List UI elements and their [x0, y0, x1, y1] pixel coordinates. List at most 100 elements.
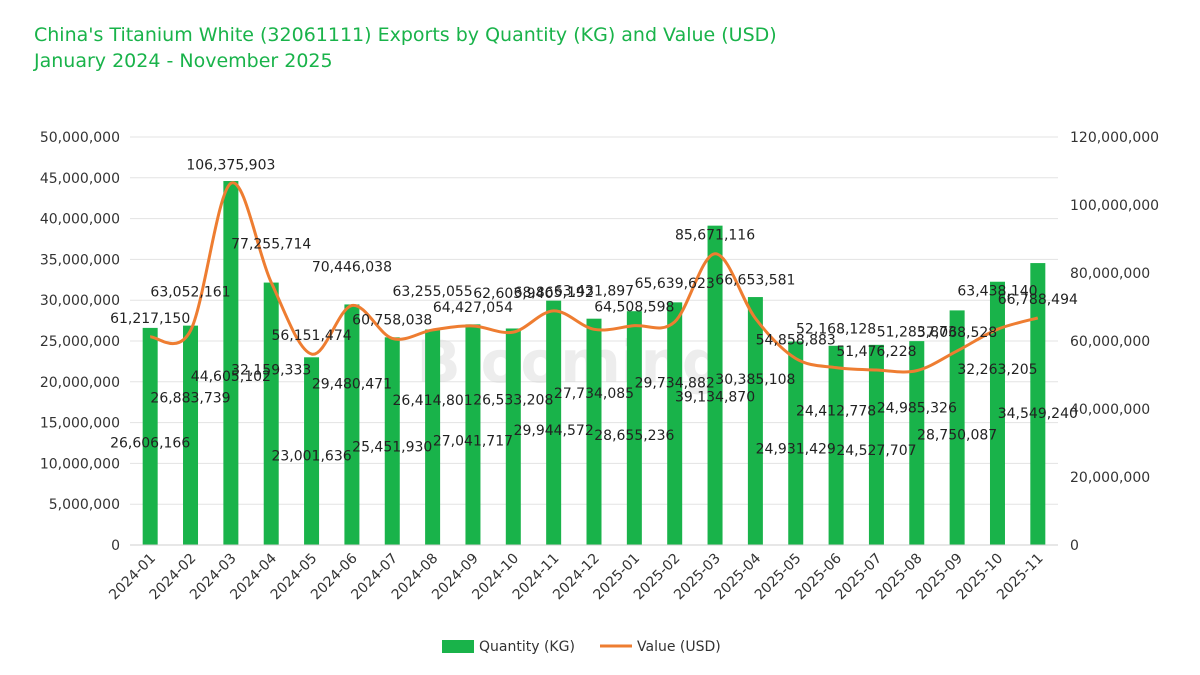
value-data-label: 51,476,228	[836, 344, 916, 360]
value-data-label: 57,068,528	[917, 325, 997, 341]
quantity-bar	[707, 225, 723, 545]
y-right-tick-label: 100,000,000	[1070, 198, 1159, 214]
y-left-tick-label: 25,000,000	[40, 334, 120, 350]
quantity-bar	[586, 318, 602, 545]
quantity-data-label: 24,412,778	[796, 404, 876, 420]
value-data-label: 68,865,192	[514, 285, 594, 301]
y-left-tick-label: 0	[111, 538, 120, 554]
value-data-label: 85,671,116	[675, 228, 755, 244]
quantity-data-label: 24,985,326	[877, 400, 957, 416]
quantity-data-label: 25,451,930	[352, 440, 432, 456]
quantity-bar	[505, 328, 521, 545]
y-right-tick-label: 60,000,000	[1070, 334, 1150, 350]
y-left-tick-label: 45,000,000	[40, 171, 120, 187]
y-left-tick-label: 5,000,000	[49, 497, 120, 513]
quantity-data-label: 23,001,636	[271, 449, 351, 465]
quantity-data-label: 24,527,707	[836, 443, 916, 459]
y-left-tick-label: 15,000,000	[40, 416, 120, 432]
quantity-bar	[788, 341, 804, 545]
quantity-bar	[425, 329, 441, 545]
quantity-bar	[747, 297, 763, 545]
value-data-label: 56,151,474	[271, 328, 351, 344]
value-data-label: 63,255,055	[393, 284, 473, 300]
quantity-data-label: 24,931,429	[756, 441, 836, 457]
quantity-data-label: 28,750,087	[917, 427, 997, 443]
quantity-data-label: 32,159,333	[231, 362, 311, 378]
value-data-label: 60,758,038	[352, 312, 432, 328]
value-data-label: 66,788,494	[998, 292, 1078, 308]
value-data-label: 65,639,623	[635, 276, 715, 292]
quantity-bar	[142, 327, 158, 545]
value-data-label: 64,427,054	[433, 300, 513, 316]
quantity-data-label: 27,734,085	[554, 386, 634, 402]
value-data-label: 63,052,161	[150, 285, 230, 301]
value-data-label: 77,255,714	[231, 236, 311, 252]
y-right-tick-label: 0	[1070, 538, 1079, 554]
legend: Quantity (KG) Value (USD)	[442, 639, 721, 655]
legend-value-label: Value (USD)	[637, 639, 721, 655]
quantity-bar	[667, 302, 683, 545]
quantity-bar	[868, 344, 884, 545]
quantity-data-label: 30,385,108	[715, 372, 795, 388]
y-left-tick-label: 40,000,000	[40, 212, 120, 228]
quantity-data-label: 29,734,882	[635, 375, 715, 391]
y-left-tick-label: 35,000,000	[40, 252, 120, 268]
value-data-labels: 61,217,150 63,052,161 106,375,903 77,255,71…	[110, 157, 1078, 360]
quantity-bar	[989, 281, 1005, 545]
value-data-label: 54,858,883	[756, 332, 836, 348]
value-line	[149, 181, 1039, 374]
y-left-tick-label: 30,000,000	[40, 293, 120, 309]
quantity-bar	[223, 181, 239, 545]
value-series-line	[149, 181, 1039, 374]
quantity-data-label: 44,605,102	[191, 369, 271, 385]
y-right-tick-label: 80,000,000	[1070, 266, 1150, 282]
quantity-data-label: 34,549,240	[998, 406, 1078, 422]
quantity-bar	[949, 310, 965, 545]
quantity-bars	[142, 181, 1046, 545]
y-left-tick-label: 20,000,000	[40, 375, 120, 391]
quantity-bar	[263, 282, 279, 545]
value-data-label: 62,603,940	[473, 286, 553, 302]
quantity-bar	[384, 337, 400, 545]
legend-quantity-swatch	[442, 640, 474, 653]
quantity-bar	[546, 300, 562, 545]
quantity-data-label: 29,480,471	[312, 377, 392, 393]
quantity-bar	[183, 325, 199, 545]
quantity-data-label: 26,883,739	[150, 390, 230, 406]
quantity-bar	[465, 324, 481, 545]
quantity-bar	[344, 304, 360, 545]
quantity-bar	[626, 311, 642, 545]
value-data-label: 63,431,897	[554, 283, 634, 299]
quantity-data-label: 39,134,870	[675, 389, 755, 405]
y-right-tick-label: 20,000,000	[1070, 470, 1150, 486]
value-data-label: 106,375,903	[186, 157, 275, 173]
quantity-data-label: 26,533,208	[473, 392, 553, 408]
value-data-label: 51,283,873	[877, 325, 957, 341]
quantity-data-label: 27,041,717	[433, 434, 513, 450]
quantity-data-label: 28,655,236	[594, 428, 674, 444]
quantity-data-label: 26,606,166	[110, 435, 190, 451]
value-data-label: 70,446,038	[312, 259, 392, 275]
quantity-bar	[1030, 263, 1046, 545]
value-data-label: 61,217,150	[110, 311, 190, 327]
quantity-data-labels: 26,606,166 26,883,739 44,605,10232,159,333…	[110, 362, 1078, 465]
quantity-bar	[828, 345, 844, 545]
value-data-label: 63,438,140	[957, 283, 1037, 299]
quantity-bar	[909, 341, 925, 545]
y-right-tick-label: 120,000,000	[1070, 130, 1159, 146]
value-data-label: 64,508,598	[594, 300, 674, 316]
quantity-data-label: 32,263,205	[957, 362, 1037, 378]
legend-quantity-label: Quantity (KG)	[479, 639, 575, 655]
chart-title: China's Titanium White (32061111) Export…	[34, 24, 777, 46]
value-data-label: 66,653,581	[715, 272, 795, 288]
value-data-label: 52,168,128	[796, 322, 876, 338]
quantity-data-label: 29,944,572	[514, 423, 594, 439]
y-left-tick-label: 10,000,000	[40, 456, 120, 472]
y-right-tick-label: 40,000,000	[1070, 402, 1150, 418]
quantity-data-label: 26,414,801	[393, 393, 473, 409]
chart-subtitle: January 2024 - November 2025	[34, 50, 333, 72]
y-left-tick-label: 50,000,000	[40, 130, 120, 146]
gridlines	[130, 136, 1058, 546]
